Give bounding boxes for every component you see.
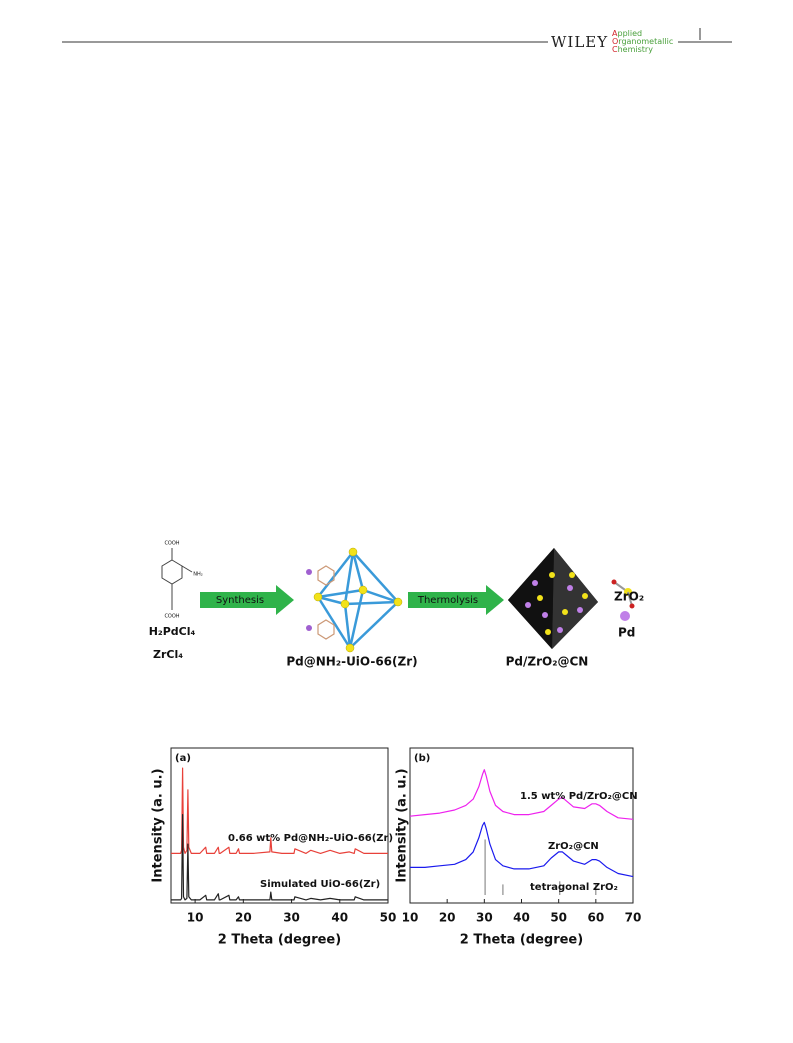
x-tick-label: 60 [587,911,604,925]
legend-icon [620,611,630,621]
legend-label: ZrO₂ [614,590,644,604]
zro2-unit [537,572,588,635]
x-tick-label: 10 [402,911,419,925]
step-label: Synthesis [216,595,264,606]
plot-frame [409,747,634,904]
panel-label: (b) [414,753,430,764]
journal-word: Chemistry [612,45,653,54]
x-tick-label: 70 [625,911,642,925]
pd-atom [525,580,583,633]
product-label: Pd/ZrO₂@CN [506,655,589,669]
x-tick-label: 20 [439,911,456,925]
x-tick-label: 30 [283,911,300,925]
linker [317,565,335,640]
legend-icon [629,603,635,609]
x-tick-label: 10 [187,911,204,925]
arrow [408,585,504,615]
series-label: ZrO₂@CN [548,841,599,852]
precursor: ZrCl₄ [153,648,183,661]
y-axis-label: Intensity (a. u.) [151,768,166,882]
publisher: WILEY [551,33,609,51]
group-label: COOH [164,614,179,620]
step-label: Thermolysis [417,595,478,606]
pattern-line [410,821,634,878]
legend-label: Pd [618,626,635,640]
metal-node [313,547,403,653]
pd-atom [306,569,312,575]
series-label: Simulated UiO-66(Zr) [260,879,380,890]
pd-atom [306,625,312,631]
journal-word: Organometallic [612,37,674,46]
journal-word: Applied [612,29,643,38]
pattern-line [171,814,388,901]
x-tick-label: 30 [476,911,493,925]
series-label: 1.5 wt% Pd/ZrO₂@CN [520,791,638,802]
composite-structure [508,548,598,649]
x-axis-label: 2 Theta (degree) [460,933,583,948]
group-label: NH₂ [193,572,203,578]
group-label: COOH [164,541,179,547]
pattern-line [171,767,388,854]
x-tick-label: 40 [513,911,530,925]
x-tick-label: 50 [380,911,397,925]
x-tick-label: 40 [331,911,348,925]
legend-icon [611,579,617,585]
panel-label: (a) [175,753,191,764]
x-tick-label: 20 [235,911,252,925]
x-axis-label: 2 Theta (degree) [218,933,341,948]
y-axis-label: Intensity (a. u.) [395,768,410,882]
journal-name: Applied Organometallic Chemistry [612,30,673,54]
ligand-structure [161,548,193,610]
arrow [200,585,294,615]
product-label: Pd@NH₂-UiO-66(Zr) [286,655,417,669]
pattern-line [409,769,634,820]
series-label: 0.66 wt% Pd@NH₂-UiO-66(Zr) [228,833,393,844]
mof-structure [316,551,399,649]
precursor: H₂PdCl₄ [149,625,196,638]
x-tick-label: 50 [550,911,567,925]
plot-frame [170,747,389,904]
series-label: tetragonal ZrO₂ [530,882,618,893]
